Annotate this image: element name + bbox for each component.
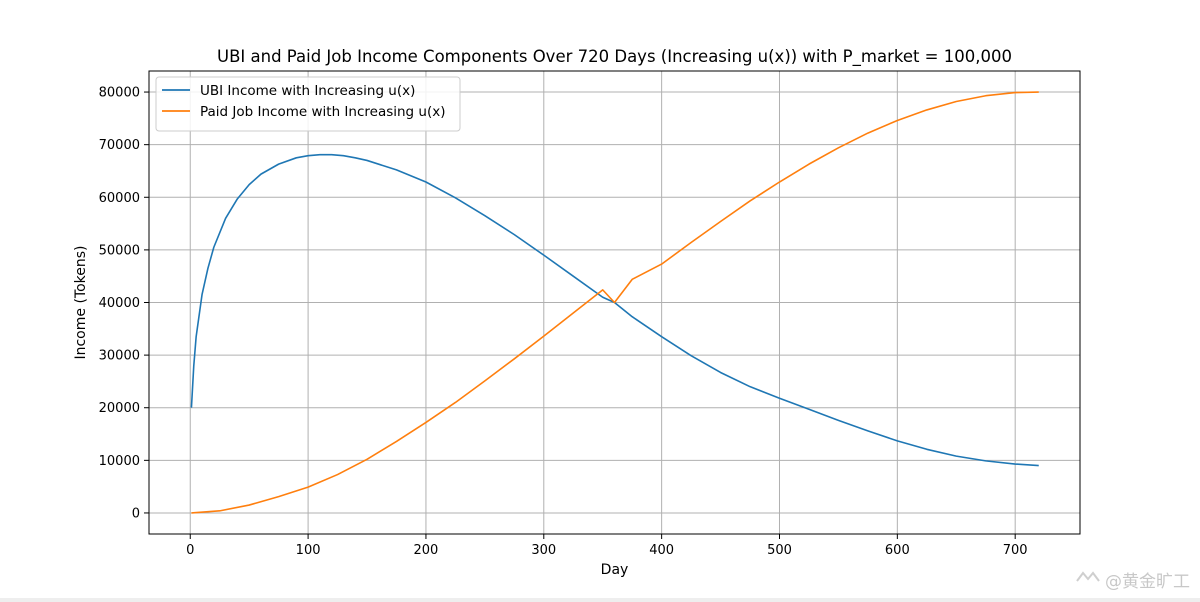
x-tick-label: 700	[1003, 543, 1028, 558]
x-tick-label: 300	[531, 543, 556, 558]
watermark-text: @黄金旷工	[1105, 572, 1190, 592]
x-tick-label: 400	[649, 543, 674, 558]
x-tick-label: 600	[885, 543, 910, 558]
watermark-logo-icon	[1075, 569, 1101, 590]
legend-label-2: Paid Job Income with Increasing u(x)	[200, 104, 446, 120]
y-tick-label: 30000	[99, 349, 140, 364]
legend-box	[155, 76, 461, 132]
y-tick-label: 80000	[99, 86, 140, 101]
x-tick-label: 0	[186, 543, 194, 558]
x-tick-label: 500	[767, 543, 792, 558]
y-tick-label: 20000	[99, 401, 140, 416]
legend-label-1: UBI Income with Increasing u(x)	[200, 83, 415, 99]
legend: UBI Income with Increasing u(x) Paid Job …	[155, 76, 461, 132]
y-tick-label: 50000	[99, 243, 140, 258]
tick-layer: 0 100 200 300 400 500 600 700 0 10000 20000 30000 40…	[99, 86, 1028, 558]
y-tick-label: 70000	[99, 138, 140, 153]
series-line-2	[191, 91, 1039, 514]
x-axis-label: Day	[601, 562, 629, 578]
y-tick-label: 0	[132, 506, 140, 521]
y-tick-label: 10000	[99, 454, 140, 469]
watermark: @黄金旷工	[1075, 567, 1190, 592]
y-axis-label: Income (Tokens)	[73, 245, 89, 359]
x-tick-label: 100	[296, 543, 321, 558]
y-tick-label: 40000	[99, 296, 140, 311]
chart-title: UBI and Paid Job Income Components Over …	[217, 47, 1012, 67]
series-line-1	[190, 153, 1039, 467]
series-layer	[190, 91, 1039, 514]
y-tick-label: 60000	[99, 191, 140, 206]
footer-band	[0, 598, 1200, 602]
x-tick-label: 200	[414, 543, 439, 558]
